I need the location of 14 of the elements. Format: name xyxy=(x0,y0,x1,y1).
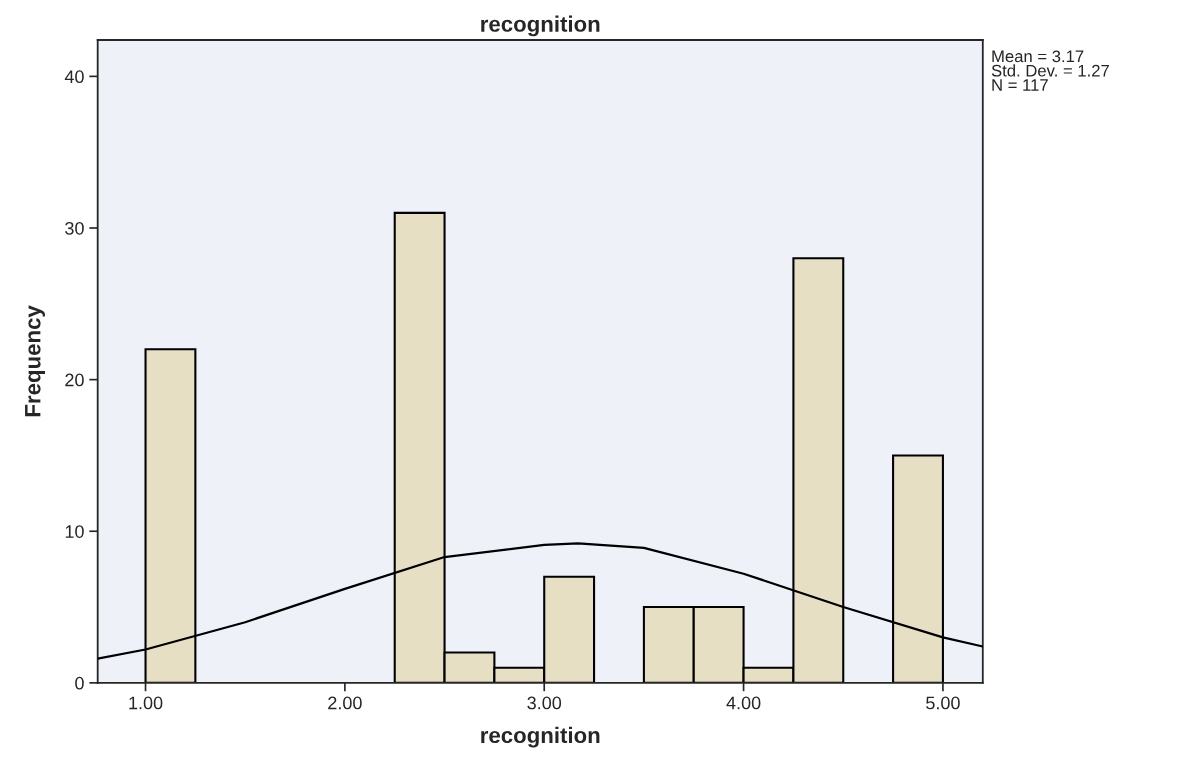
y-tick-label: 30 xyxy=(65,221,84,235)
y-axis-title: Frequency xyxy=(25,305,45,417)
x-tick-label: 5.00 xyxy=(926,696,960,710)
x-axis-title: recognition xyxy=(481,726,600,748)
y-tick-label: 40 xyxy=(64,70,84,84)
y-tick-label: 10 xyxy=(65,525,84,538)
y-tick-label: 20 xyxy=(65,373,84,387)
x-tick-label: 1.00 xyxy=(129,696,163,710)
x-tick-label: 4.00 xyxy=(726,696,761,710)
text: Mean = 3.17 Std. Dev. = 1.27 N = 117 xyxy=(991,50,1109,91)
chart-title: recognition xyxy=(481,15,600,37)
x-tick-label: 3.00 xyxy=(527,696,562,710)
x-tick-label: 2.00 xyxy=(328,696,362,710)
y-tick-label: 0 xyxy=(75,676,84,690)
